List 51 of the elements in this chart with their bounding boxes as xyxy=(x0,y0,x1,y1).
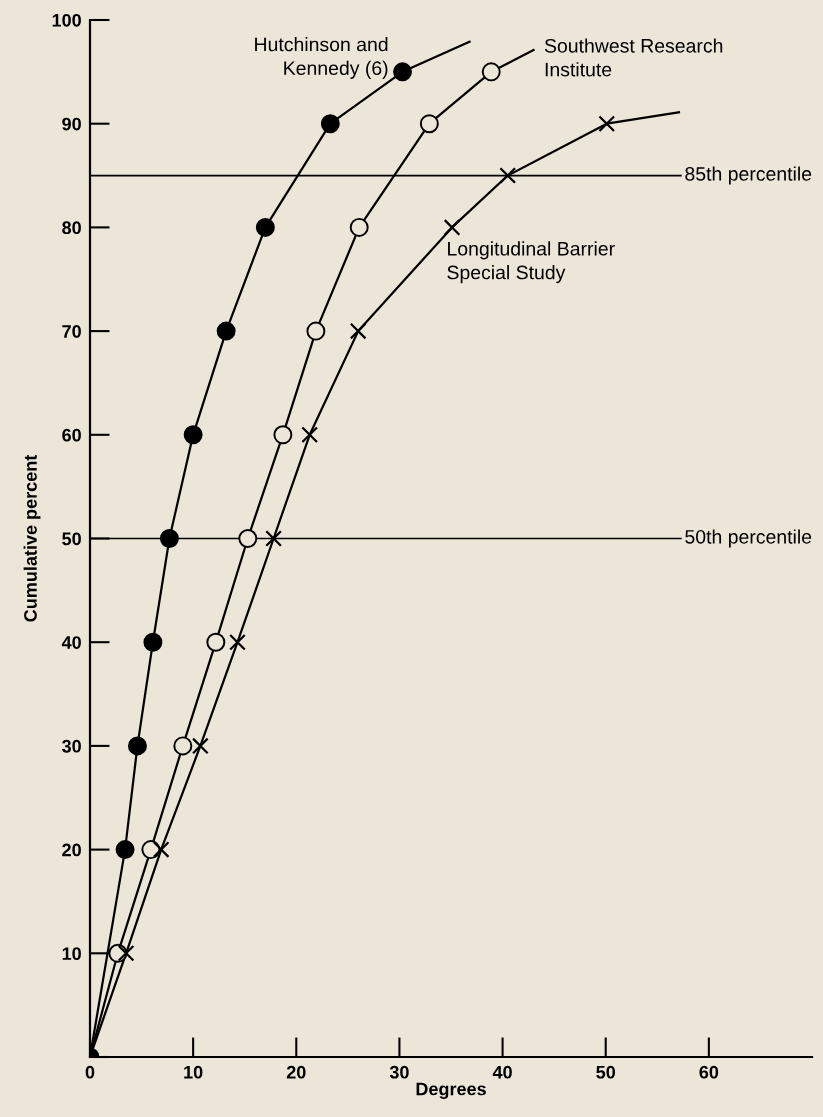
point xyxy=(349,322,367,340)
point xyxy=(349,217,369,237)
point xyxy=(499,167,517,184)
text: Southwest Research Institute xyxy=(544,38,723,77)
point xyxy=(320,114,340,134)
y-tick-label: 40 xyxy=(61,636,81,649)
point xyxy=(255,217,275,237)
point xyxy=(481,62,501,82)
ref-line-label: 85th percentile xyxy=(685,166,812,185)
x-tick-label: 10 xyxy=(184,1065,203,1079)
point xyxy=(265,530,282,547)
x-tick-label: 50 xyxy=(596,1065,616,1079)
x-tick-label: 40 xyxy=(492,1065,512,1079)
point xyxy=(273,425,293,445)
series-label: Hutchinson and Kennedy (6) xyxy=(255,37,388,79)
y-tick-label: 20 xyxy=(62,843,81,857)
ref-line-label: 50th percentile xyxy=(685,529,812,548)
point xyxy=(306,321,326,341)
point xyxy=(115,840,135,860)
point xyxy=(206,632,226,652)
point xyxy=(191,737,209,755)
x-tick-label: 0 xyxy=(85,1065,95,1079)
point xyxy=(117,944,135,962)
point xyxy=(152,841,170,858)
point xyxy=(143,632,163,652)
series-label: Longitudinal Barrier Special Study xyxy=(447,241,615,284)
y-tick-label: 60 xyxy=(62,428,81,442)
y-axis-title: Cumulative percent xyxy=(23,454,41,622)
point xyxy=(598,115,616,133)
point xyxy=(127,736,147,756)
point xyxy=(301,426,319,444)
x-tick-label: 30 xyxy=(389,1065,409,1079)
point xyxy=(216,321,236,341)
y-tick-label: 50 xyxy=(62,532,81,546)
y-tick-label: 80 xyxy=(62,221,81,235)
y-tick-label: 30 xyxy=(62,739,81,753)
x-axis-title: Degrees xyxy=(416,1082,486,1099)
point xyxy=(183,425,203,445)
point xyxy=(229,633,246,651)
y-tick-label: 90 xyxy=(62,117,81,131)
point xyxy=(419,114,439,134)
point xyxy=(443,219,461,236)
x-tick-label: 20 xyxy=(286,1065,306,1079)
point xyxy=(173,736,193,756)
y-tick-label: 70 xyxy=(62,325,81,338)
point xyxy=(159,529,179,548)
point xyxy=(393,62,412,82)
point xyxy=(238,529,258,548)
x-tick-label: 60 xyxy=(699,1065,719,1079)
y-tick-label: 10 xyxy=(62,947,81,961)
y-tick-label: 100 xyxy=(52,13,81,27)
